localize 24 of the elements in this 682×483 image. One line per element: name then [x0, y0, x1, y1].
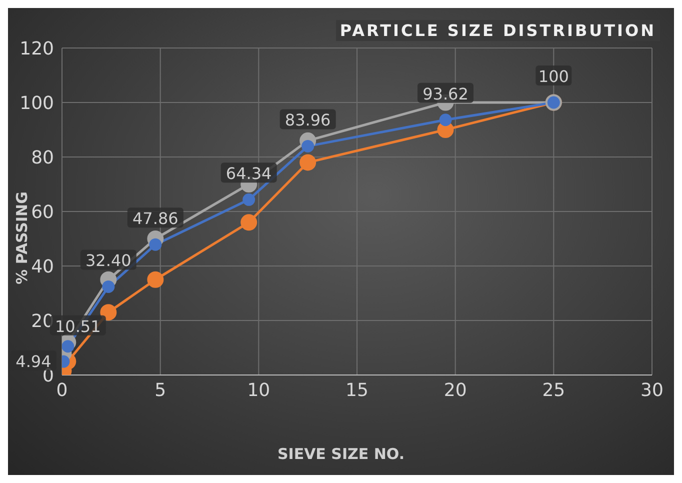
x-tick-label: 30: [640, 380, 664, 401]
x-tick-label: 10: [247, 380, 270, 401]
data-label: 83.96: [284, 110, 331, 130]
y-tick-label: 120: [20, 38, 54, 60]
y-axis-title: % PASSING: [13, 192, 31, 284]
y-tick-label: 20: [31, 310, 54, 332]
chart-title: PARTICLE SIZE DISTRIBUTION: [336, 20, 660, 41]
x-tick-label: 15: [346, 380, 368, 401]
data-label: 100: [538, 67, 569, 86]
x-tick-label: 20: [444, 380, 467, 401]
data-label: 47.86: [132, 209, 178, 228]
data-label: 32.40: [86, 251, 132, 270]
y-tick-label: 100: [20, 92, 54, 114]
x-tick-label: 25: [542, 380, 566, 401]
data-label: 10.51: [54, 316, 101, 336]
data-label: 64.34: [226, 164, 272, 184]
x-tick-label: 0: [56, 380, 68, 401]
y-tick-label: 40: [31, 256, 54, 278]
x-axis-title: SIEVE SIZE NO.: [276, 445, 406, 463]
x-tick-label: 5: [154, 380, 166, 401]
y-tick-label: 80: [31, 147, 54, 168]
data-label: 93.62: [422, 84, 468, 104]
data-label: 4.94: [16, 352, 52, 372]
y-tick-label: 60: [31, 202, 54, 223]
